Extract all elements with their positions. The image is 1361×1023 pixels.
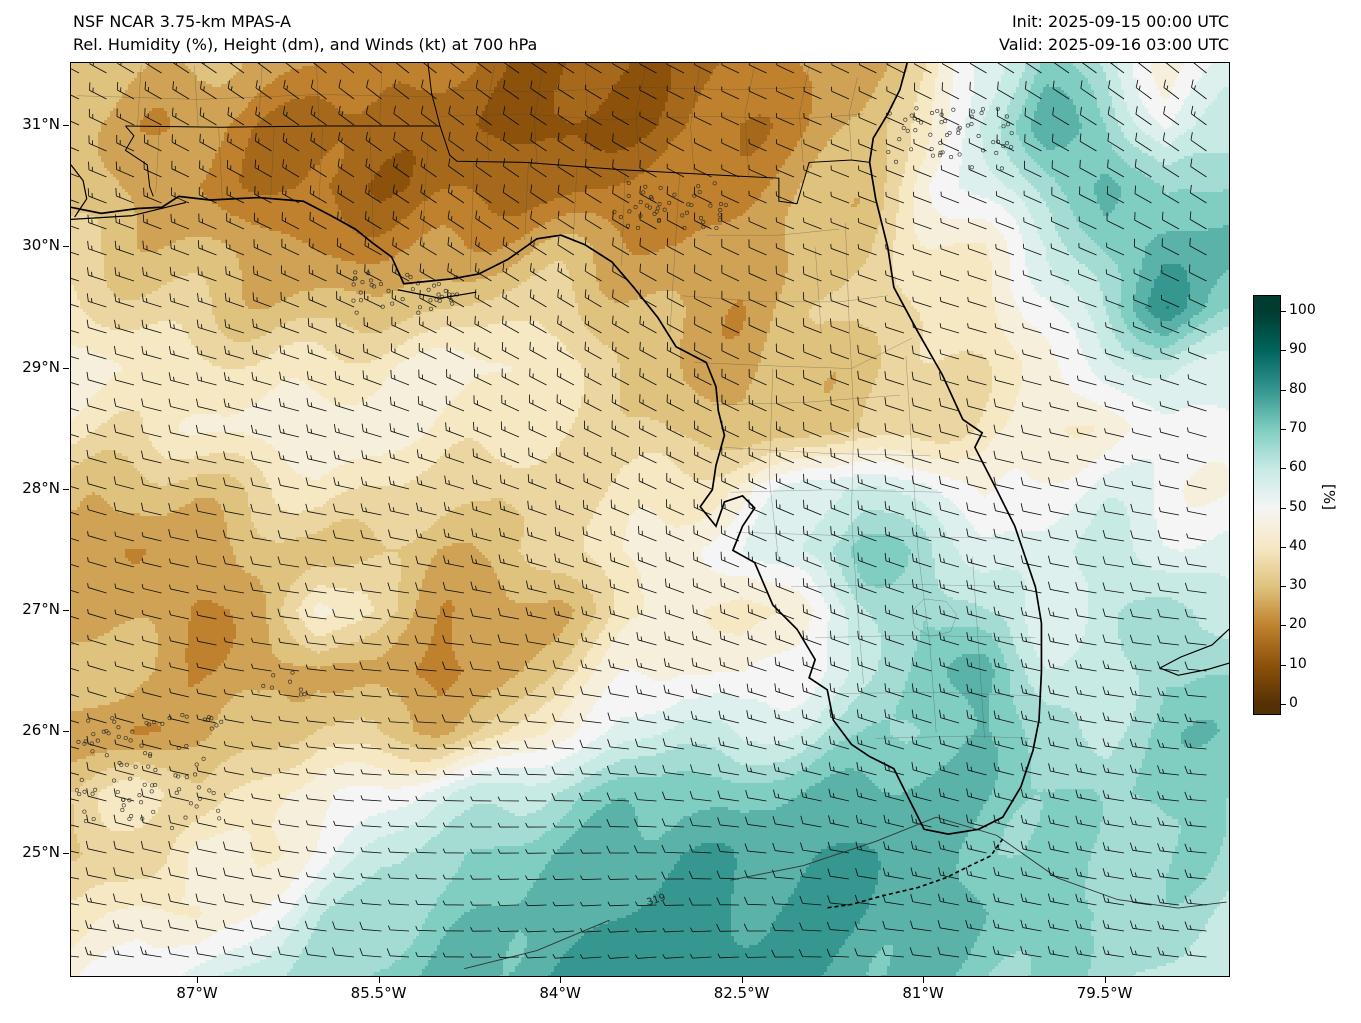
y-axis-tick-label: 26°N [22,721,60,740]
y-axis-tick [63,488,69,490]
x-axis-tick [378,977,380,983]
colorbar-tick [1281,586,1286,588]
y-axis-tick-label: 31°N [22,115,60,134]
colorbar-tick [1281,625,1286,627]
colorbar-tick [1281,507,1286,509]
x-axis-tick-label: 82.5°W [713,984,770,1002]
colorbar-tick-label: 20 [1289,616,1307,633]
colorbar-tick [1281,546,1286,548]
y-axis-tick-label: 30°N [22,236,60,255]
colorbar-tick-label: 80 [1289,380,1307,397]
colorbar-tick-label: 90 [1289,341,1307,358]
y-axis-tick [63,610,69,612]
colorbar-tick-label: 100 [1289,302,1316,318]
init-time-label: Init: 2025-09-15 00:00 UTC [1011,12,1229,31]
colorbar-tick-label: 40 [1289,537,1307,554]
colorbar-tick [1281,664,1286,666]
colorbar-tick [1281,704,1286,705]
colorbar-tick [1281,468,1286,470]
y-axis-tick [63,367,69,369]
colorbar-tick-label: 50 [1289,498,1307,515]
x-axis-tick-label: 81°W [902,984,944,1002]
map-plot-area [70,62,1230,977]
y-axis-tick [63,731,69,733]
x-axis-tick [741,977,743,983]
y-axis-tick-label: 25°N [22,842,60,861]
x-axis-tick-label: 79.5°W [1076,984,1133,1002]
colorbar-tick-label: 60 [1289,459,1307,476]
colorbar-tick [1281,350,1286,352]
y-axis-tick [63,125,69,127]
colorbar-tick [1281,428,1286,430]
colorbar-tick-label: 30 [1289,577,1307,594]
x-axis-tick-label: 85.5°W [350,984,407,1002]
y-axis-tick [63,246,69,248]
x-axis-tick [1104,977,1106,983]
colorbar-tick [1281,311,1286,312]
x-axis-tick [197,977,199,983]
x-axis-tick [923,977,925,983]
colorbar-tick-label: 10 [1289,655,1307,672]
y-axis-tick-label: 29°N [22,357,60,376]
colorbar-tick-label: 70 [1289,419,1307,436]
colorbar [1253,295,1281,715]
colorbar-tick-label: 0 [1289,695,1298,711]
x-axis-tick [560,977,562,983]
humidity-wind-map-canvas [71,63,1229,976]
plot-title: Rel. Humidity (%), Height (dm), and Wind… [73,35,538,54]
model-title: NSF NCAR 3.75-km MPAS-A [73,12,291,31]
colorbar-unit-label: [%] [1319,484,1338,510]
colorbar-tick [1281,389,1286,391]
y-axis-tick-label: 28°N [22,478,60,497]
y-axis-tick [63,852,69,854]
x-axis-tick-label: 87°W [176,984,218,1002]
valid-time-label: Valid: 2025-09-16 03:00 UTC [998,35,1229,54]
figure-header-right: Init: 2025-09-15 00:00 UTC Valid: 2025-0… [999,10,1229,56]
figure-header-left: NSF NCAR 3.75-km MPAS-A Rel. Humidity (%… [73,10,537,56]
x-axis-tick-label: 84°W [539,984,581,1002]
y-axis-tick-label: 27°N [22,600,60,619]
